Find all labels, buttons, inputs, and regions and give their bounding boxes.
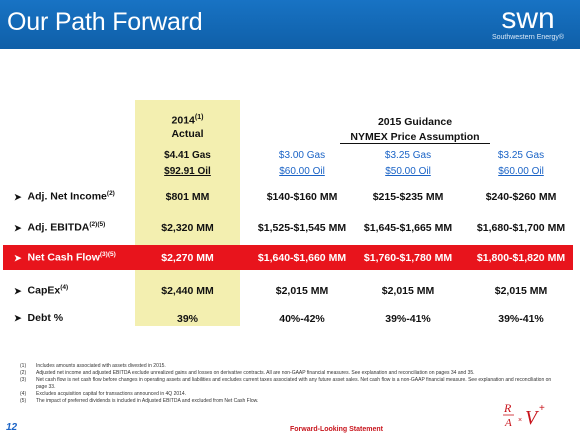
table-cell: $1,645-$1,665 MM <box>363 222 453 234</box>
price-gas-col2: $3.25 Gas <box>384 150 432 161</box>
table-cell: 40%-42% <box>279 313 325 325</box>
actual-header: 2014(1) Actual <box>135 111 240 141</box>
table-cell: $2,015 MM <box>381 285 435 297</box>
footnote: (4) Excludes acquisition capital for tran… <box>20 391 560 398</box>
net-cash-flow-row: ➤ Net Cash Flow(3)(5) $2,270 MM $1,640-$1… <box>3 245 573 270</box>
arrow-bullet-icon: ➤ <box>14 252 22 263</box>
footnote-text: Adjusted net income and adjusted EBITDA … <box>36 370 475 376</box>
footnote-number: (2) <box>20 370 27 376</box>
logo-mark: swn <box>501 2 555 35</box>
page-title: Our Path Forward <box>7 8 203 36</box>
row-note: (3)(5) <box>99 251 116 258</box>
price-gas-actual: $4.41 Gas <box>164 150 211 161</box>
row-label-text: Net Cash Flow <box>27 251 100 264</box>
footnote-number: (1) <box>20 363 27 369</box>
table-cell: $1,680-$1,700 MM <box>476 222 566 234</box>
footnote: (5) The impact of preferred dividends is … <box>20 398 560 405</box>
table-cell: $215-$235 MM <box>372 191 444 203</box>
price-oil-col2[interactable]: $50.00 Oil <box>385 166 431 177</box>
row-label-text: Debt % <box>27 312 64 324</box>
footnote-text: Excludes acquisition capital for transac… <box>36 391 187 397</box>
table-cell: $2,015 MM <box>494 285 548 297</box>
title-bar: Our Path Forward swn Southwestern Energy… <box>0 0 580 49</box>
footnote-text: Includes amounts associated with assets … <box>36 363 166 369</box>
price-oil-actual: $92.91 Oil <box>164 166 211 177</box>
table-cell: $1,525-$1,545 MM <box>257 222 347 234</box>
swn-logo: swn Southwestern Energy® <box>488 4 568 46</box>
table-cell: 39% <box>176 313 198 325</box>
rav-logo-icon: R A × V + <box>503 401 545 429</box>
footnote-number: (4) <box>20 391 27 397</box>
arrow-bullet-icon: ➤ <box>14 222 22 233</box>
footnote-text: The impact of preferred dividends is inc… <box>36 398 259 404</box>
table-cell: $140-$160 MM <box>266 191 338 203</box>
footnote-text: Net cash flow is net cash flow before ch… <box>36 377 552 390</box>
svg-text:V: V <box>525 407 540 429</box>
actual-label: Actual <box>171 127 204 140</box>
table-cell: $801 MM <box>165 191 210 203</box>
svg-text:R: R <box>503 401 512 415</box>
row-label-adj-ebitda: ➤ Adj. EBITDA(2)(5) <box>14 221 105 234</box>
nymex-header-label: NYMEX Price Assumption <box>340 131 490 144</box>
row-label-text: CapEx <box>27 284 61 297</box>
row-label-text: Adj. EBITDA <box>27 221 90 234</box>
footnote: (2) Adjusted net income and adjusted EBIT… <box>20 370 560 377</box>
table-cell: $2,320 MM <box>161 222 214 234</box>
row-note: (2) <box>106 190 115 197</box>
actual-column-highlight <box>135 100 240 326</box>
price-oil-col3[interactable]: $60.00 Oil <box>498 166 544 177</box>
footnote-number: (5) <box>20 398 27 404</box>
actual-year: 2014 <box>171 114 195 127</box>
table-cell: $2,440 MM <box>161 285 214 297</box>
price-gas-col3: $3.25 Gas <box>497 150 545 161</box>
table-cell: $2,270 MM <box>161 252 214 264</box>
row-label-adj-net-income: ➤ Adj. Net Income(2) <box>14 190 115 203</box>
arrow-bullet-icon: ➤ <box>14 191 22 202</box>
row-label-text: Adj. Net Income <box>27 190 107 203</box>
page-number: 12 <box>6 422 18 433</box>
price-oil-col1[interactable]: $60.00 Oil <box>279 166 325 177</box>
arrow-bullet-icon: ➤ <box>14 313 22 323</box>
table-cell: $240-$260 MM <box>485 191 557 203</box>
svg-text:A: A <box>504 417 512 429</box>
logo-subtitle: Southwestern Energy® <box>491 34 565 41</box>
svg-text:×: × <box>518 417 522 424</box>
svg-text:+: + <box>539 403 545 414</box>
row-note: (4) <box>60 284 69 291</box>
footnotes: (1) Includes amounts associated with asse… <box>20 363 560 405</box>
table-cell: 39%-41% <box>498 313 544 325</box>
price-gas-col1: $3.00 Gas <box>278 150 326 161</box>
footnote-number: (3) <box>20 377 27 383</box>
row-note: (2)(5) <box>89 221 106 228</box>
table-cell: $1,800-$1,820 MM <box>476 252 566 264</box>
table-cell: $1,760-$1,780 MM <box>363 252 453 264</box>
footnote: (3) Net cash flow is net cash flow before… <box>20 377 560 391</box>
guidance-header: 2015 Guidance <box>377 116 453 128</box>
table-cell: $1,640-$1,660 MM <box>257 252 347 264</box>
row-label-net-cash-flow: ➤ Net Cash Flow(3)(5) <box>14 251 116 264</box>
row-label-capex: ➤ CapEx(4) <box>14 284 68 297</box>
row-label-debt: ➤ Debt % <box>14 312 63 324</box>
table-cell: 39%-41% <box>385 313 431 325</box>
forward-looking-statement-link[interactable]: Forward-Looking Statement <box>290 426 383 433</box>
nymex-header: NYMEX Price Assumption <box>250 131 580 144</box>
footnote: (1) Includes amounts associated with asse… <box>20 363 560 370</box>
arrow-bullet-icon: ➤ <box>14 285 22 296</box>
table-cell: $2,015 MM <box>275 285 329 297</box>
actual-note: (1) <box>194 114 204 121</box>
